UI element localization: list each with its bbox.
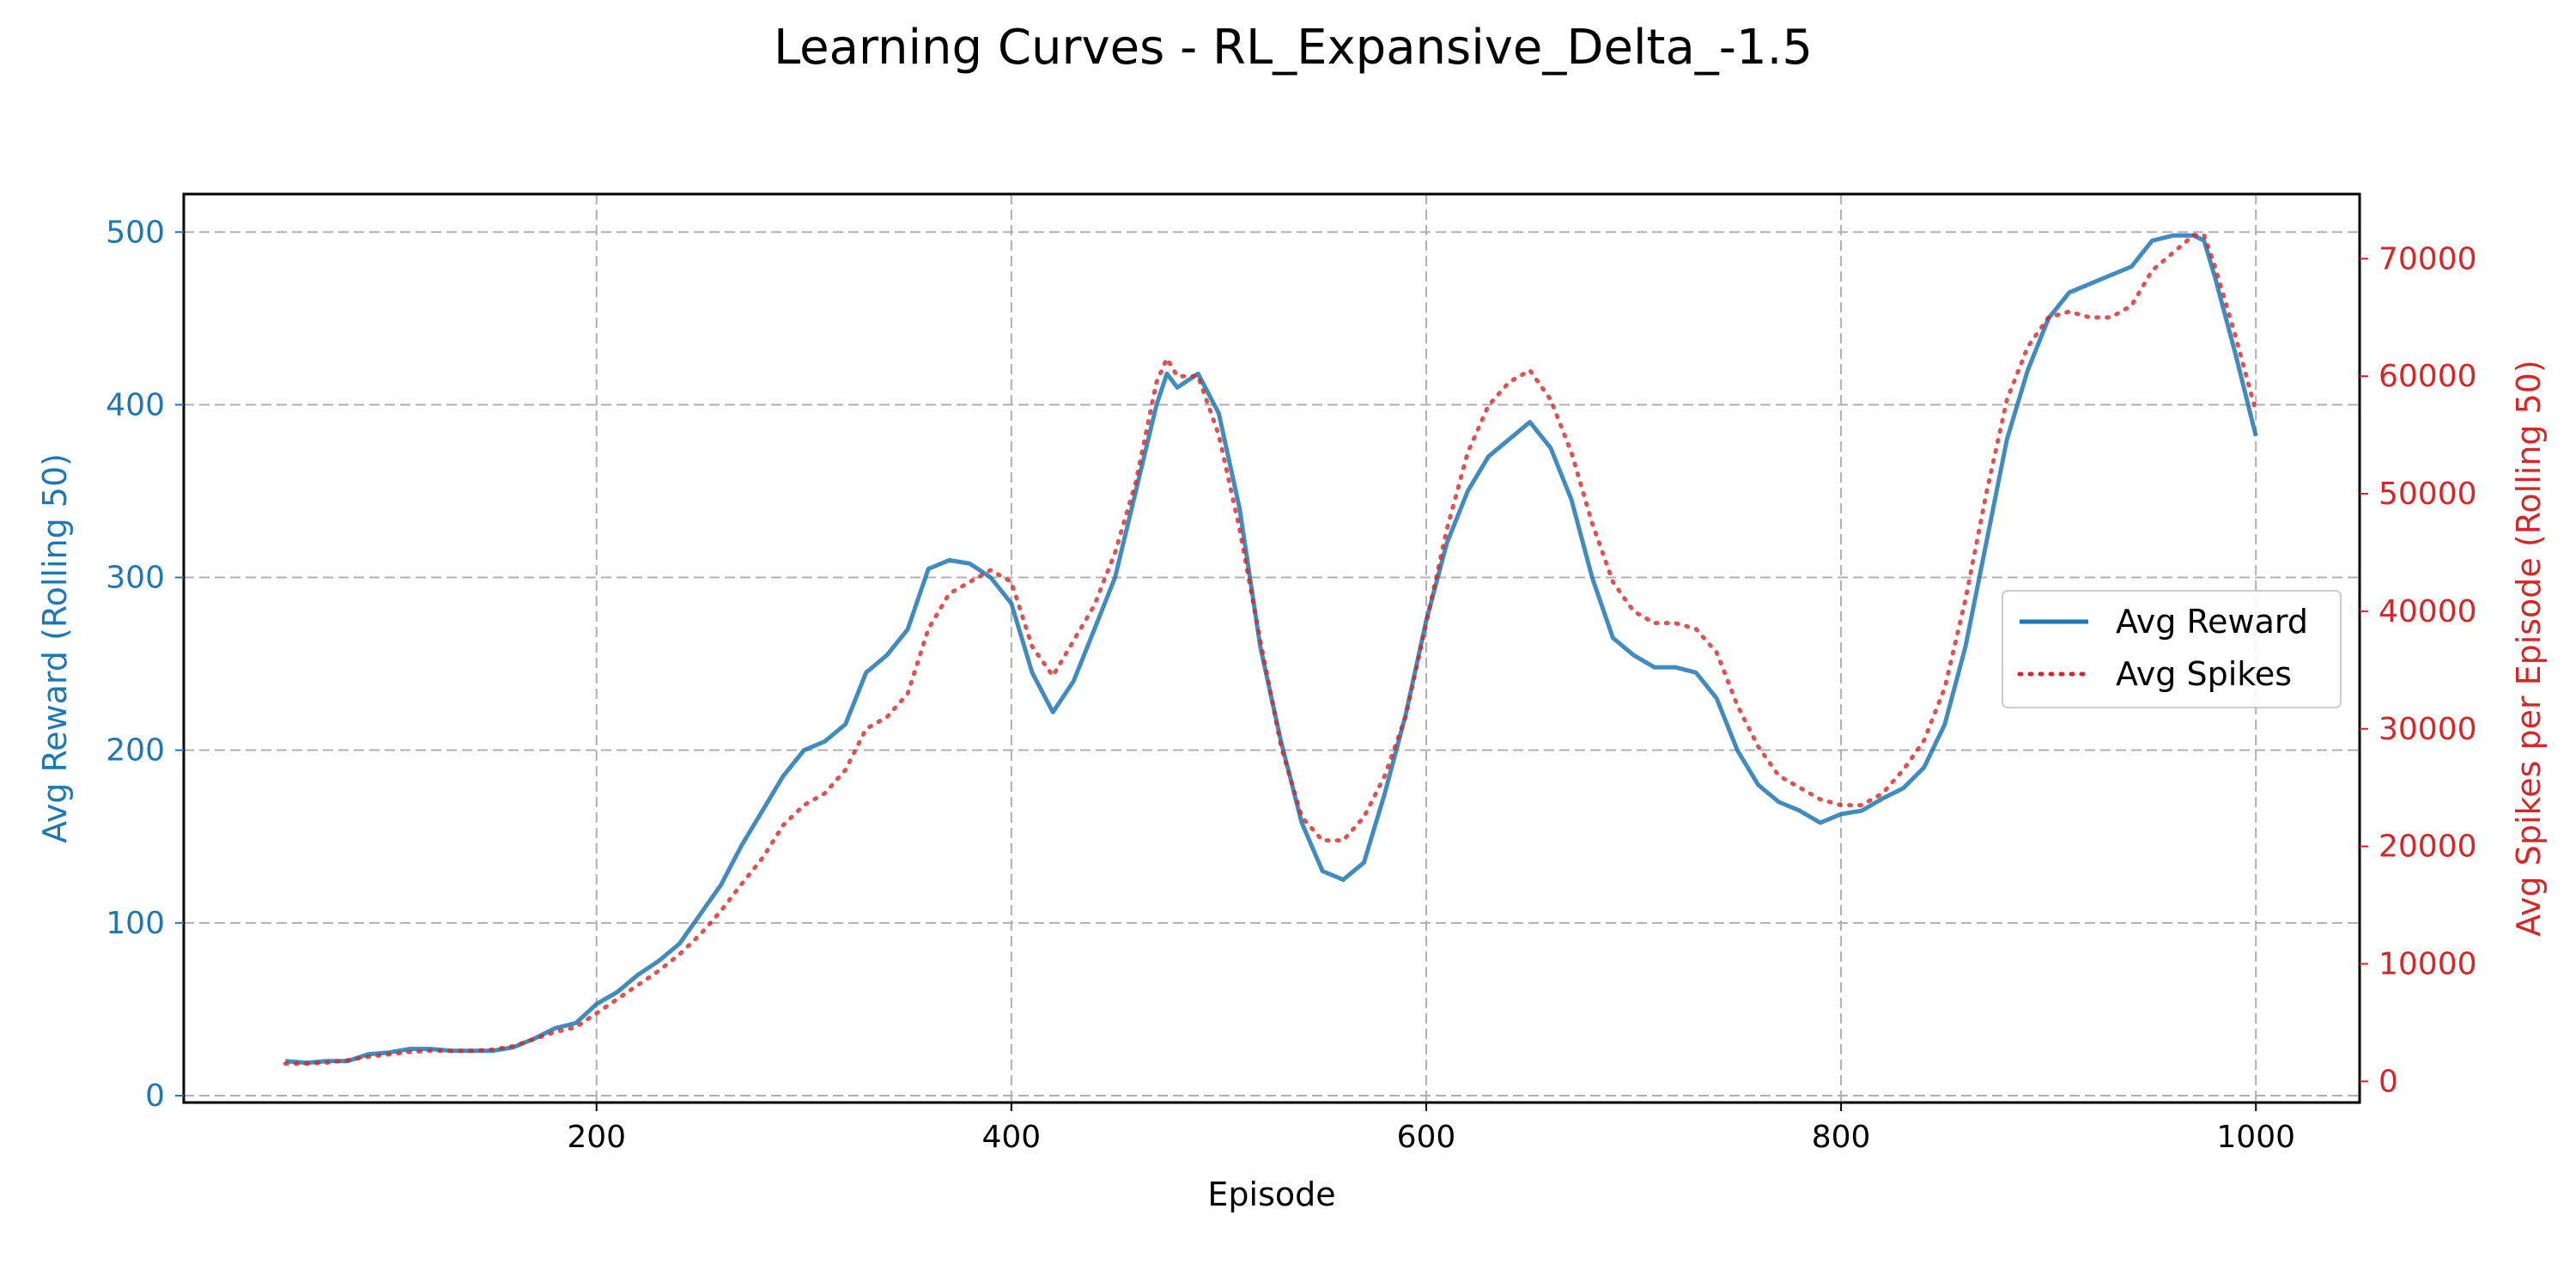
- x-tick-label: 600: [1397, 1120, 1456, 1155]
- right-y-axis: 0 10000 20000 30000 40000 50000 60000 70000: [2360, 241, 2477, 1099]
- right-y-tick-label: 40000: [2379, 594, 2477, 629]
- x-tick-label: 1000: [2216, 1120, 2295, 1155]
- left-y-tick-label: 500: [106, 215, 165, 250]
- grid-lines: [184, 194, 2360, 1103]
- right-y-tick-label: 60000: [2379, 359, 2477, 394]
- x-tick-label: 800: [1812, 1120, 1871, 1155]
- right-y-axis-label: Avg Spikes per Episode (Rolling 50): [2510, 360, 2548, 937]
- left-y-tick-label: 0: [145, 1078, 165, 1114]
- x-axis-label: Episode: [1207, 1176, 1335, 1213]
- x-tick-label: 400: [981, 1120, 1041, 1155]
- legend-reward-label: Avg Reward: [2116, 603, 2308, 641]
- plot-frame: [182, 192, 2361, 1104]
- left-y-tick-label: 300: [106, 561, 165, 596]
- x-tick-label: 200: [567, 1120, 626, 1155]
- right-y-tick-label: 50000: [2379, 477, 2477, 512]
- left-y-tick-label: 200: [106, 733, 165, 769]
- legend-spikes-label: Avg Spikes: [2116, 655, 2292, 693]
- right-y-tick-label: 30000: [2379, 712, 2477, 747]
- left-y-tick-label: 400: [106, 387, 165, 422]
- left-y-tick-label: 100: [106, 906, 165, 941]
- legend: Avg Reward Avg Spikes: [2002, 590, 2342, 708]
- right-y-tick-label: 20000: [2379, 829, 2477, 865]
- right-y-tick-label: 70000: [2379, 241, 2477, 276]
- right-y-tick-label: 10000: [2379, 946, 2477, 981]
- avg-reward-line: [285, 233, 2258, 1066]
- right-y-tick-label: 0: [2379, 1064, 2398, 1099]
- chart-title: Learning Curves - RL_Expansive_Delta_-1.…: [774, 20, 1813, 76]
- left-y-axis-label: Avg Reward (Rolling 50): [36, 453, 74, 843]
- left-y-axis: 0 100 200 300 400 500: [106, 215, 184, 1114]
- avg-spikes-line: [283, 233, 2258, 1066]
- x-axis: 200 400 600 800 1000: [567, 1103, 2295, 1155]
- plot-lines: [283, 233, 2258, 1066]
